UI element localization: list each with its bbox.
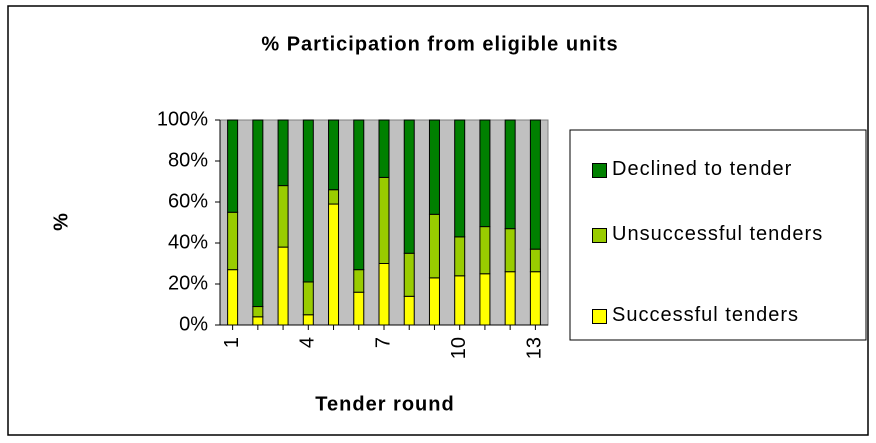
bar-segment bbox=[328, 119, 340, 191]
legend-label: Declined to tender bbox=[612, 158, 793, 180]
bar-segment bbox=[227, 211, 239, 271]
bar-segment bbox=[504, 271, 516, 326]
bar-segment bbox=[302, 281, 314, 316]
legend-label: Successful tenders bbox=[612, 304, 799, 326]
y-tick-label: 0% bbox=[179, 313, 208, 335]
x-tick-label: 4 bbox=[297, 337, 319, 348]
bar-segment bbox=[403, 252, 415, 297]
bar-segment bbox=[454, 119, 466, 238]
y-axis-title: % bbox=[50, 213, 72, 231]
bar-segment bbox=[252, 119, 264, 308]
bar-segment bbox=[529, 271, 541, 326]
bar-segment bbox=[378, 176, 390, 264]
bar-segment bbox=[302, 314, 314, 326]
bar-segment bbox=[328, 189, 340, 205]
y-tick-label: 40% bbox=[168, 231, 208, 253]
bar-segment bbox=[428, 119, 440, 215]
x-tick-label: 13 bbox=[524, 337, 546, 359]
bar-segment bbox=[353, 269, 365, 293]
legend-swatch bbox=[592, 228, 607, 243]
bar-segment bbox=[252, 316, 264, 326]
y-tick-label: 80% bbox=[168, 149, 208, 171]
bar-segment bbox=[529, 119, 541, 250]
bar-segment bbox=[479, 273, 491, 326]
chart-title: % Participation from eligible units bbox=[261, 33, 618, 55]
y-tick-label: 60% bbox=[168, 190, 208, 212]
legend-box bbox=[569, 129, 867, 341]
x-axis-title: Tender round bbox=[315, 393, 454, 415]
bar-segment bbox=[403, 119, 415, 254]
x-tick-label: 7 bbox=[372, 337, 394, 348]
bar-segment bbox=[378, 119, 390, 178]
legend-swatch bbox=[592, 163, 607, 178]
bar-segment bbox=[353, 291, 365, 326]
bar-segment bbox=[302, 119, 314, 283]
bar-segment bbox=[277, 185, 289, 248]
bar-segment bbox=[454, 236, 466, 277]
bar-segment bbox=[529, 248, 541, 273]
bar-segment bbox=[277, 246, 289, 326]
bar-segment bbox=[353, 119, 365, 271]
bar-segment bbox=[378, 263, 390, 326]
bar-segment bbox=[428, 213, 440, 279]
x-tick-label: 1 bbox=[221, 337, 243, 348]
bar-segment bbox=[454, 275, 466, 326]
legend-label: Unsuccessful tenders bbox=[612, 223, 824, 245]
bar-segment bbox=[227, 119, 239, 213]
x-tick-label: 10 bbox=[448, 337, 470, 359]
bar-segment bbox=[479, 226, 491, 275]
bar-segment bbox=[328, 203, 340, 326]
bar-segment bbox=[252, 306, 264, 318]
bar-segment bbox=[277, 119, 289, 187]
bar-segment bbox=[504, 228, 516, 273]
bar-segment bbox=[227, 269, 239, 326]
y-tick-label: 100% bbox=[157, 108, 208, 130]
bar-segment bbox=[403, 295, 415, 326]
bar-segment bbox=[428, 277, 440, 326]
bar-segment bbox=[504, 119, 516, 230]
legend-swatch bbox=[592, 309, 607, 324]
y-tick-label: 20% bbox=[168, 272, 208, 294]
bar-segment bbox=[479, 119, 491, 228]
